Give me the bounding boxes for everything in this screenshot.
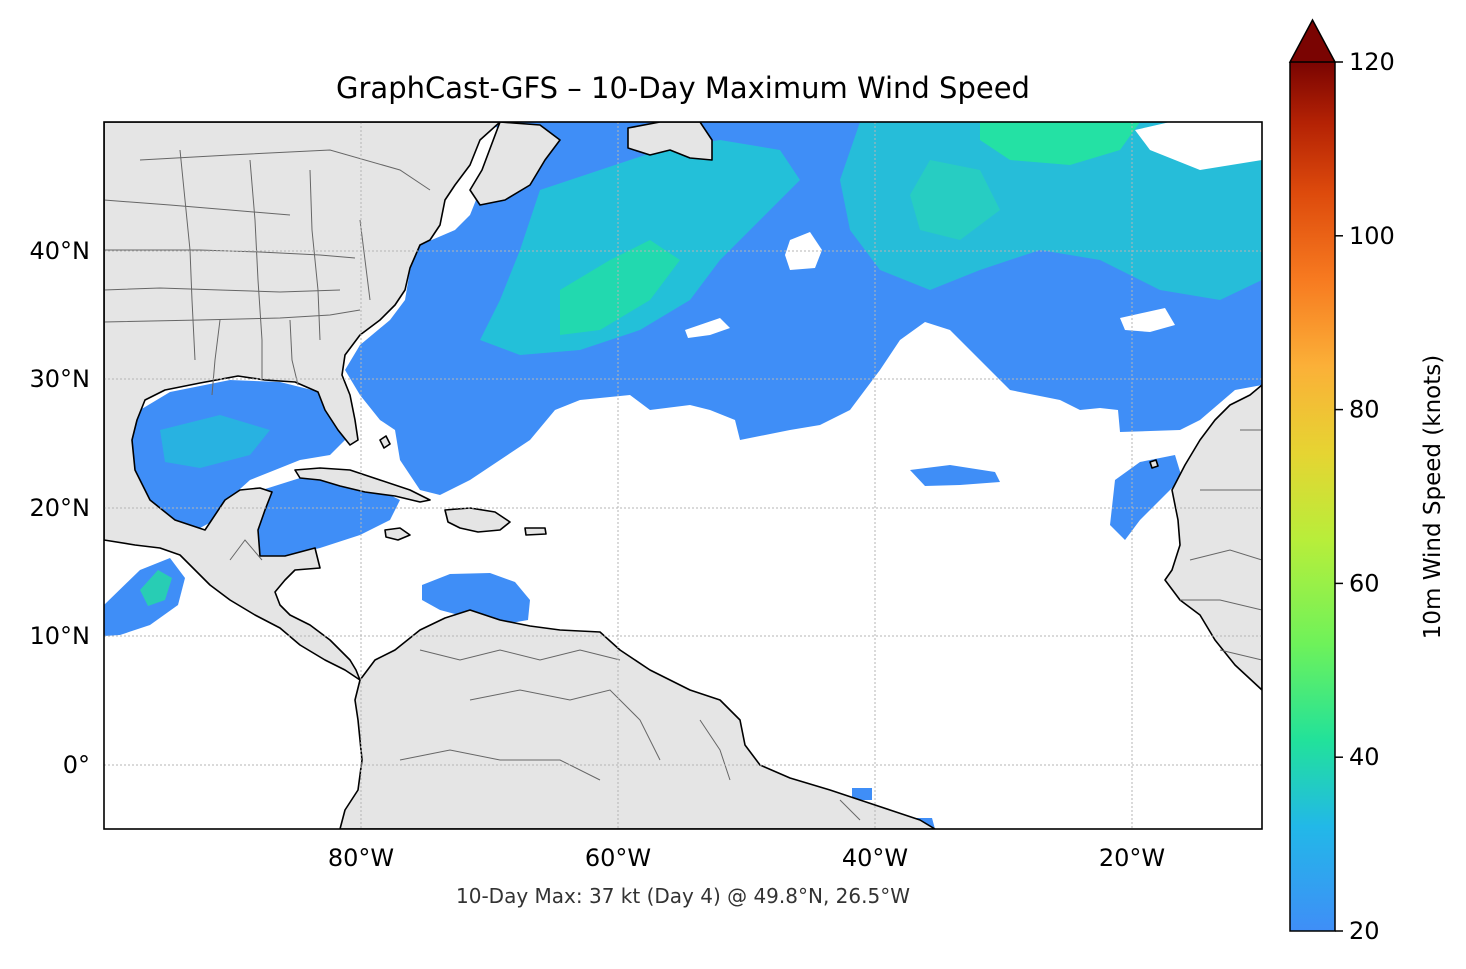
land-cuba xyxy=(294,467,431,503)
y-tick-40n: 40°N xyxy=(30,237,91,265)
y-tick-0: 0° xyxy=(63,751,90,779)
land-nova-scotia xyxy=(469,122,561,206)
colorbar-gradient xyxy=(1290,62,1335,931)
colorbar-tick-label: 20 xyxy=(1349,917,1380,945)
wind-gap-2 xyxy=(685,318,730,338)
y-tick-10n: 10°N xyxy=(30,622,91,650)
colorbar-tick-label: 120 xyxy=(1349,48,1395,76)
wind-gap-4 xyxy=(1135,122,1262,170)
land-africa xyxy=(1164,384,1262,691)
colorbar-tick-label: 40 xyxy=(1349,743,1380,771)
x-tick-60w: 60°W xyxy=(585,844,651,872)
colorbar-extend-arrow xyxy=(1288,18,1337,63)
map-frame xyxy=(103,121,1263,830)
wind-streak-pacific xyxy=(140,570,172,606)
wind-gap-1 xyxy=(785,232,822,270)
colorbar-frame xyxy=(1289,62,1336,932)
wind-speed-field xyxy=(104,122,1262,829)
land-north-america xyxy=(104,122,501,681)
chart-title: GraphCast-GFS – 10-Day Maximum Wind Spee… xyxy=(336,71,1030,105)
land-jamaica xyxy=(384,527,411,541)
land-masses xyxy=(104,122,1262,829)
colorbar-tick-label: 80 xyxy=(1349,396,1380,424)
x-tick-80w: 80°W xyxy=(328,844,394,872)
map-gridlines xyxy=(104,122,1262,829)
x-tick-labels: 80°W 60°W 40°W 20°W xyxy=(328,844,1165,872)
land-hispaniola xyxy=(444,507,511,533)
wind-region-canary xyxy=(1110,455,1182,540)
wind-streak-max xyxy=(980,122,1140,165)
land-puerto-rico xyxy=(524,527,547,536)
colorbar-tick-label: 100 xyxy=(1349,222,1395,250)
y-tick-20n: 20°N xyxy=(30,494,91,522)
colorbar-tick-label: 60 xyxy=(1349,569,1380,597)
map-panel xyxy=(104,122,1262,829)
x-tick-40w: 40°W xyxy=(842,844,908,872)
land-florida-keys-bahamas xyxy=(379,435,391,449)
land-newfoundland xyxy=(627,122,713,161)
wind-region-caribbean-south xyxy=(422,573,530,624)
wind-streak-gulf xyxy=(160,415,270,468)
wind-region-caribbean-north xyxy=(258,478,400,556)
wind-streak-2 xyxy=(560,240,680,335)
land-south-america xyxy=(339,609,936,829)
wind-streak-4 xyxy=(910,160,1000,240)
colorbar-ticks: 20 40 60 80 100 120 xyxy=(1335,48,1395,945)
wind-gap-3 xyxy=(1120,308,1175,332)
land-canary-islands xyxy=(1149,459,1159,469)
x-tick-20w: 20°W xyxy=(1099,844,1165,872)
y-tick-30n: 30°N xyxy=(30,365,91,393)
y-tick-labels: 0° 10°N 20°N 30°N 40°N xyxy=(30,237,91,779)
colorbar-label: 10m Wind Speed (knots) xyxy=(1420,355,1446,639)
max-annotation: 10-Day Max: 37 kt (Day 4) @ 49.8°N, 26.5… xyxy=(456,884,910,908)
political-borders xyxy=(104,149,1262,821)
colorbar: 20 40 60 80 100 120 10m Wind Speed (knots) xyxy=(1288,18,1446,945)
wind-region-cape-verde xyxy=(910,465,1000,486)
